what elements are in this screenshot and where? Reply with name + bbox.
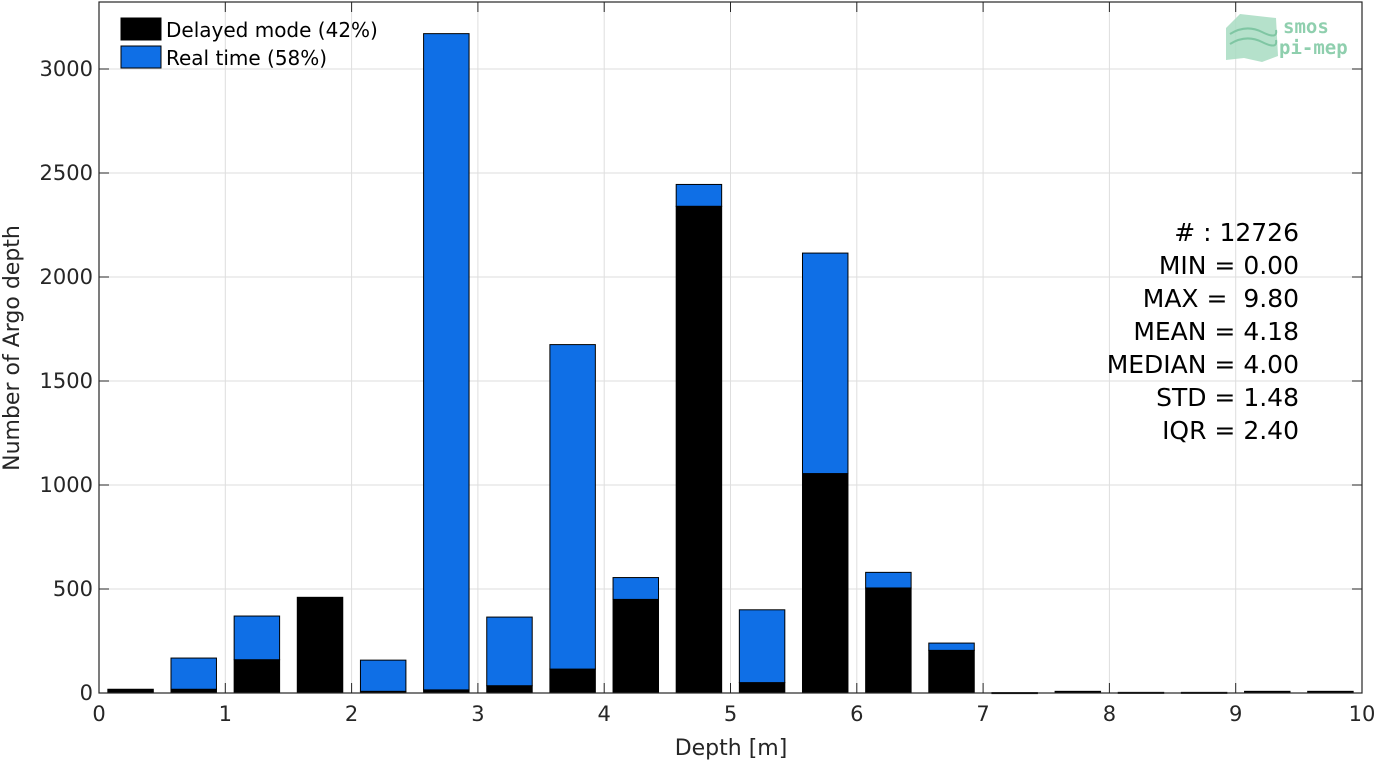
legend-label-real-time: Real time (58%) bbox=[166, 46, 327, 70]
bar-real-time bbox=[612, 577, 660, 600]
bar-delayed-mode bbox=[612, 598, 660, 694]
y-tick-label: 500 bbox=[53, 577, 93, 601]
x-tick-label: 6 bbox=[850, 702, 863, 726]
x-tick-label: 0 bbox=[92, 702, 105, 726]
y-tick-label: 2500 bbox=[40, 161, 93, 185]
y-tick-label: 3000 bbox=[40, 57, 93, 81]
x-tick-label: 2 bbox=[345, 702, 358, 726]
stat-count: # : 12726 bbox=[1174, 218, 1299, 247]
statistics-box: # : 12726 MIN = 0.00 MAX = 9.80 MEAN = 4… bbox=[1107, 218, 1299, 445]
x-tick-label: 4 bbox=[598, 702, 611, 726]
bar-delayed-mode bbox=[549, 668, 596, 694]
bar-real-time bbox=[549, 344, 596, 670]
stat-iqr: IQR = 2.40 bbox=[1162, 416, 1299, 445]
logo-text-pi-mep: pi-mep bbox=[1279, 37, 1348, 59]
stat-std: STD = 1.48 bbox=[1156, 383, 1299, 412]
bar-real-time bbox=[423, 33, 470, 691]
bar-delayed-mode bbox=[233, 659, 281, 694]
bar-delayed-mode bbox=[738, 682, 786, 694]
legend-swatch-real-time bbox=[120, 45, 162, 69]
stat-median: MEDIAN = 4.00 bbox=[1107, 350, 1299, 379]
x-tick-label: 8 bbox=[1103, 702, 1116, 726]
stat-mean: MEAN = 4.18 bbox=[1133, 317, 1299, 346]
bar-delayed-mode bbox=[486, 685, 533, 694]
y-axis-label: Number of Argo depth bbox=[0, 225, 25, 471]
bar-real-time bbox=[359, 659, 407, 692]
bar-delayed-mode bbox=[296, 596, 344, 694]
bar-real-time bbox=[865, 571, 912, 589]
x-tick-label: 9 bbox=[1229, 702, 1242, 726]
bar-delayed-mode bbox=[675, 205, 723, 694]
x-tick-label: 5 bbox=[724, 702, 737, 726]
x-axis-label: Depth [m] bbox=[675, 736, 788, 761]
bar-real-time bbox=[801, 252, 849, 475]
y-tick-label: 0 bbox=[80, 681, 93, 705]
bar-real-time bbox=[170, 657, 217, 690]
stat-max: MAX = 9.80 bbox=[1143, 284, 1299, 313]
x-tick-label: 10 bbox=[1349, 702, 1376, 726]
logo-text-smos: smos bbox=[1283, 16, 1329, 38]
y-tick-label: 2000 bbox=[40, 265, 93, 289]
bar-delayed-mode bbox=[865, 587, 912, 694]
bars bbox=[107, 33, 1354, 695]
x-tick-label: 3 bbox=[471, 702, 484, 726]
bar-delayed-mode bbox=[801, 473, 849, 694]
bar-real-time bbox=[928, 642, 975, 651]
bar-real-time bbox=[486, 616, 533, 687]
bar-real-time bbox=[233, 615, 281, 661]
y-axis-ticks: 0 500 1000 1500 2000 2500 3000 bbox=[40, 57, 1362, 705]
bar-delayed-mode bbox=[928, 649, 975, 694]
x-tick-label: 1 bbox=[219, 702, 232, 726]
y-tick-label: 1000 bbox=[40, 473, 93, 497]
y-tick-label: 1500 bbox=[40, 369, 93, 393]
bar-real-time bbox=[675, 183, 723, 207]
stat-min: MIN = 0.00 bbox=[1159, 251, 1299, 280]
bar-real-time bbox=[738, 609, 786, 684]
smos-pi-mep-logo: smos pi-mep bbox=[1226, 14, 1348, 62]
legend-swatch-delayed-mode bbox=[120, 17, 162, 41]
legend-label-delayed-mode: Delayed mode (42%) bbox=[166, 18, 378, 42]
legend: Delayed mode (42%) Real time (58%) bbox=[120, 17, 378, 70]
grid-lines bbox=[98, 2, 1363, 694]
x-tick-label: 7 bbox=[976, 702, 989, 726]
x-axis-ticks: 0 1 2 3 4 5 6 7 8 9 10 bbox=[92, 2, 1375, 726]
